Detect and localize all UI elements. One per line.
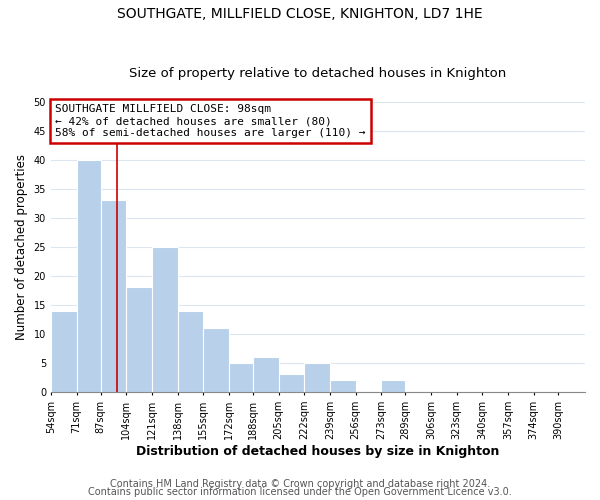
X-axis label: Distribution of detached houses by size in Knighton: Distribution of detached houses by size … xyxy=(136,444,500,458)
Bar xyxy=(203,328,229,392)
Text: SOUTHGATE MILLFIELD CLOSE: 98sqm
← 42% of detached houses are smaller (80)
58% o: SOUTHGATE MILLFIELD CLOSE: 98sqm ← 42% o… xyxy=(55,104,366,138)
Bar xyxy=(152,246,178,392)
Bar xyxy=(101,200,127,392)
Bar xyxy=(127,288,152,392)
Bar xyxy=(51,310,77,392)
Y-axis label: Number of detached properties: Number of detached properties xyxy=(15,154,28,340)
Bar xyxy=(77,160,101,392)
Text: SOUTHGATE, MILLFIELD CLOSE, KNIGHTON, LD7 1HE: SOUTHGATE, MILLFIELD CLOSE, KNIGHTON, LD… xyxy=(117,8,483,22)
Bar xyxy=(304,363,330,392)
Bar xyxy=(253,357,279,392)
Bar xyxy=(279,374,304,392)
Text: Contains HM Land Registry data © Crown copyright and database right 2024.: Contains HM Land Registry data © Crown c… xyxy=(110,479,490,489)
Bar xyxy=(330,380,356,392)
Title: Size of property relative to detached houses in Knighton: Size of property relative to detached ho… xyxy=(130,66,506,80)
Bar xyxy=(178,310,203,392)
Bar xyxy=(229,363,253,392)
Text: Contains public sector information licensed under the Open Government Licence v3: Contains public sector information licen… xyxy=(88,487,512,497)
Bar xyxy=(382,380,406,392)
